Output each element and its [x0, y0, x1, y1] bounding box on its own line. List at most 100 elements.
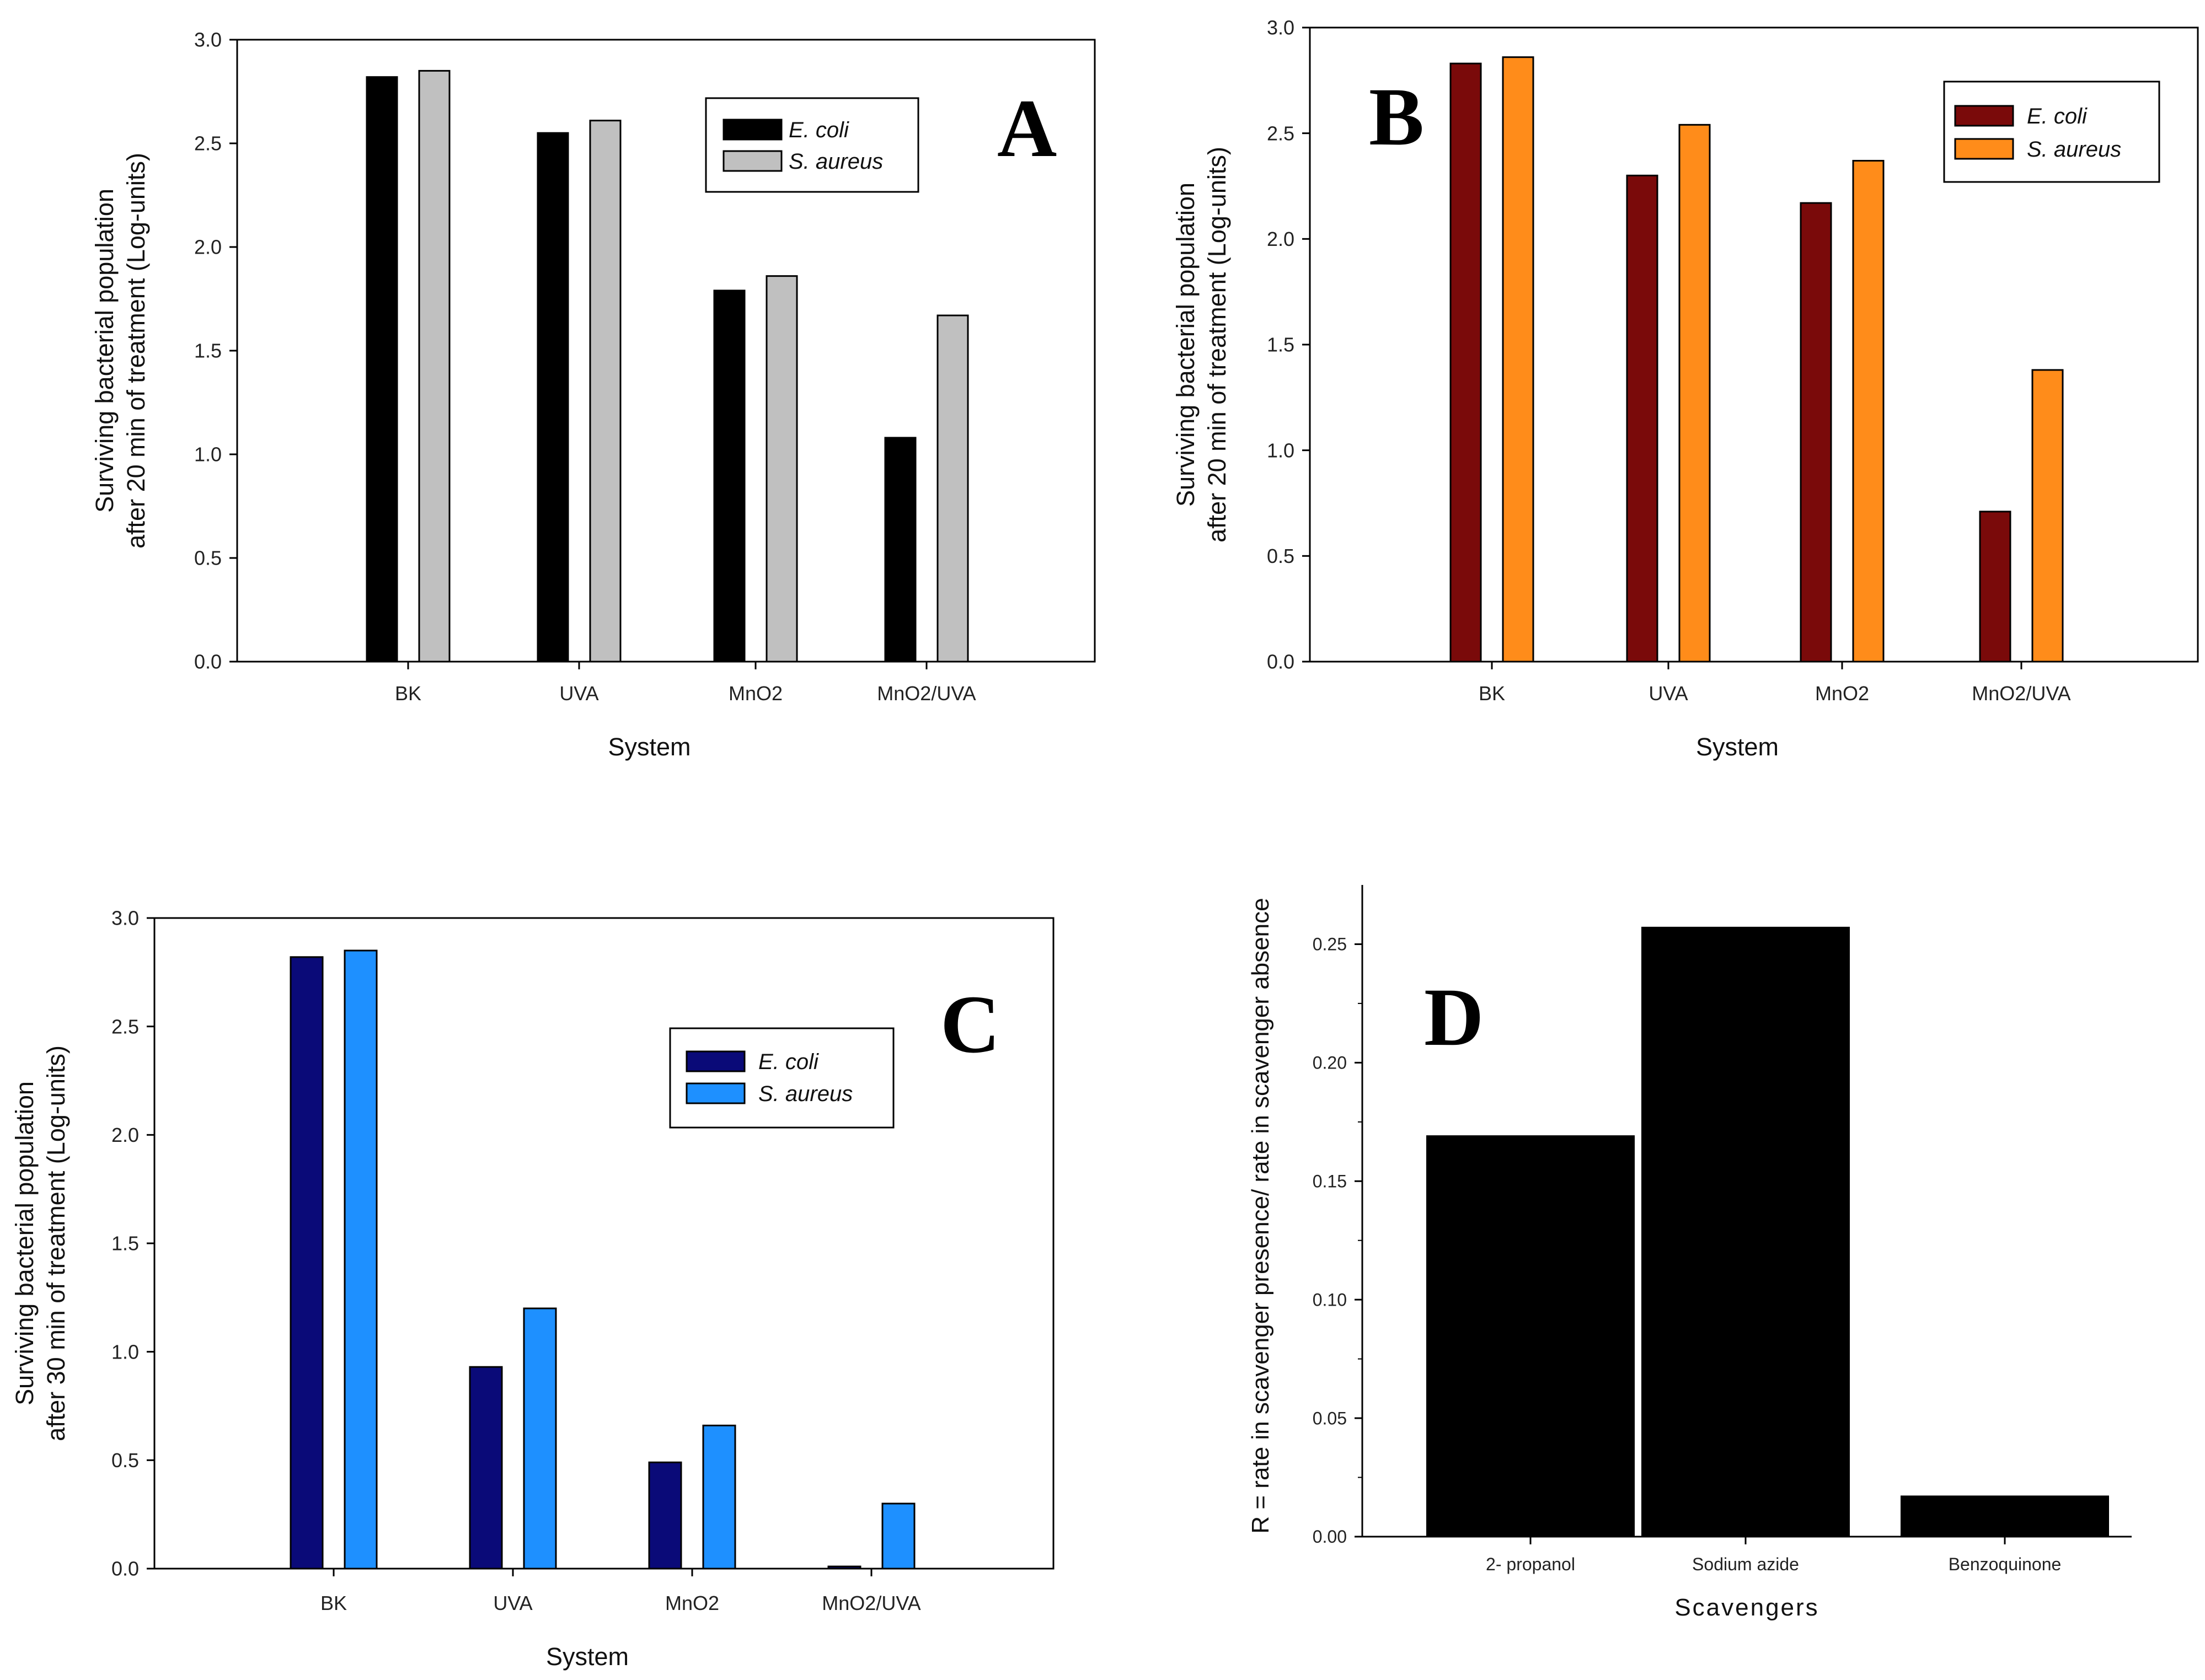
chart-panel-c: 0.0 0.5 1.0 1.5 2.0 2.5 3.0 BK UVA MnO2 MnO2/UVA Sy…	[10, 907, 1055, 1671]
bar-b-e-coli-2	[1800, 202, 1832, 663]
bar-d-r-0	[1426, 1135, 1635, 1538]
legend-swatch	[722, 119, 783, 141]
y-tick-label: 0.25	[1313, 935, 1347, 954]
x-tick-label: UVA	[559, 682, 598, 705]
y-tick-label: 0.10	[1313, 1290, 1347, 1309]
y-axis-label: after 30 min of treatment (Log-units)	[42, 1045, 70, 1441]
legend: E. coli S. aureus	[669, 1027, 895, 1129]
bar-b-e-coli-0	[1449, 62, 1482, 663]
y-tick-label: 2.5	[194, 132, 222, 155]
legend-box	[705, 97, 919, 193]
x-tick-label: MnO2	[729, 682, 783, 705]
legend-box	[1943, 80, 2160, 183]
bar-a-s-aureus-1	[589, 120, 622, 663]
legend: E. coli S. aureus	[705, 97, 919, 193]
x-axis-label: System	[1696, 733, 1779, 761]
plot-frame	[153, 917, 1055, 1570]
legend-swatch	[722, 150, 783, 172]
panel-letter: D	[1424, 971, 1484, 1063]
y-tick-label: 0.20	[1313, 1053, 1347, 1073]
legend-label: S. aureus	[2027, 137, 2121, 162]
legend-swatch	[1954, 138, 2014, 160]
y-tick-label: 2.5	[111, 1015, 139, 1038]
panel-letter: B	[1369, 71, 1424, 163]
x-tick-label: BK	[395, 682, 421, 705]
y-tick-label: 2.0	[194, 236, 222, 259]
y-tick-label: 1.0	[1267, 439, 1294, 461]
bar-d-r-1	[1641, 926, 1850, 1538]
bar-b-s-aureus-3	[2031, 369, 2064, 663]
y-tick-label: 0.15	[1313, 1171, 1347, 1191]
x-tick-label: MnO2/UVA	[877, 682, 976, 705]
x-tick-label: UVA	[1649, 682, 1688, 705]
y-tick-label: 0.05	[1313, 1408, 1347, 1428]
y-tick-label: 3.0	[194, 29, 222, 51]
chart-panel-a: 0.0 0.5 1.0 1.5 2.0 2.5 3.0 BK UVA MnO2 MnO2/UVA Sy…	[90, 29, 1096, 761]
bar-c-e-coli-0	[290, 956, 324, 1570]
bar-a-s-aureus-0	[418, 69, 451, 663]
x-tick-label: MnO2/UVA	[1972, 682, 2070, 705]
y-axis-label: after 20 min of treatment (Log-units)	[122, 153, 150, 549]
legend-label: E. coli	[2027, 104, 2088, 128]
x-tick-label: MnO2	[665, 1592, 719, 1614]
x-tick-label: Sodium azide	[1692, 1554, 1799, 1574]
bar-b-s-aureus-2	[1852, 160, 1885, 663]
legend-box	[669, 1027, 895, 1129]
chart-panel-b: 0.0 0.5 1.0 1.5 2.0 2.5 3.0 BK UVA MnO2 MnO2/UVA Sy…	[1171, 17, 2199, 761]
x-tick-label: 2- propanol	[1486, 1554, 1575, 1574]
legend-label: E. coli	[758, 1050, 819, 1074]
y-tick-label: 2.0	[111, 1124, 139, 1146]
legend: E. coli S. aureus	[1943, 80, 2160, 183]
bar-d-r-2	[1901, 1495, 2109, 1538]
bar-a-e-coli-3	[884, 437, 917, 663]
bar-c-s-aureus-2	[702, 1424, 736, 1570]
legend-label: S. aureus	[758, 1082, 853, 1106]
chart-panel-d: 0.00 0.05 0.10 0.15 0.20 0.25 2- propanol Sodiu…	[1247, 885, 2132, 1621]
bar-a-s-aureus-3	[936, 314, 969, 663]
y-tick-label: 1.5	[1267, 334, 1294, 356]
y-tick-label: 2.5	[1267, 122, 1294, 144]
x-axis-label: System	[546, 1643, 629, 1671]
y-tick-label: 3.0	[1267, 17, 1294, 39]
y-axis-label: after 20 min of treatment (Log-units)	[1203, 147, 1231, 543]
y-tick-label: 0.0	[111, 1558, 139, 1580]
bar-c-s-aureus-1	[523, 1307, 557, 1570]
y-axis-label: R = rate in scavenger presence/ rate in …	[1247, 898, 1274, 1533]
panel-letter: A	[997, 83, 1057, 174]
y-tick-label: 1.5	[194, 340, 222, 362]
y-axis-label: Surviving bacterial population	[90, 189, 119, 513]
y-axis-label: Surviving bacterial population	[10, 1081, 39, 1405]
legend-label: S. aureus	[789, 149, 883, 174]
bar-a-e-coli-2	[713, 289, 746, 663]
y-tick-label: 1.0	[194, 443, 222, 466]
bar-c-e-coli-1	[469, 1366, 503, 1570]
bar-b-s-aureus-0	[1502, 56, 1534, 663]
y-tick-label: 0.00	[1313, 1527, 1347, 1547]
bar-c-s-aureus-3	[881, 1502, 916, 1570]
x-tick-label: BK	[1479, 682, 1505, 705]
y-tick-label: 0.5	[1267, 545, 1294, 567]
bar-a-s-aureus-2	[766, 275, 798, 663]
bar-a-e-coli-1	[537, 132, 569, 663]
x-tick-label: MnO2	[1815, 682, 1869, 705]
bar-c-s-aureus-0	[344, 949, 378, 1570]
x-tick-label: UVA	[493, 1592, 532, 1614]
bar-b-e-coli-1	[1626, 174, 1658, 663]
x-axis-label: Scavengers	[1674, 1594, 1819, 1621]
y-tick-label: 0.0	[194, 651, 222, 673]
y-tick-label: 0.5	[111, 1449, 139, 1472]
bar-a-e-coli-0	[366, 76, 398, 663]
panel-letter: C	[940, 979, 1000, 1070]
y-tick-label: 3.0	[111, 907, 139, 930]
bar-b-e-coli-3	[1979, 511, 2011, 663]
x-tick-label: BK	[320, 1592, 347, 1614]
legend-label: E. coli	[789, 118, 849, 142]
y-tick-label: 2.0	[1267, 228, 1294, 250]
x-tick-label: MnO2/UVA	[822, 1592, 920, 1614]
x-tick-label: Benzoquinone	[1949, 1554, 2062, 1574]
x-axis-label: System	[608, 733, 691, 761]
y-tick-label: 0.5	[194, 547, 222, 570]
legend-swatch	[1954, 105, 2014, 127]
